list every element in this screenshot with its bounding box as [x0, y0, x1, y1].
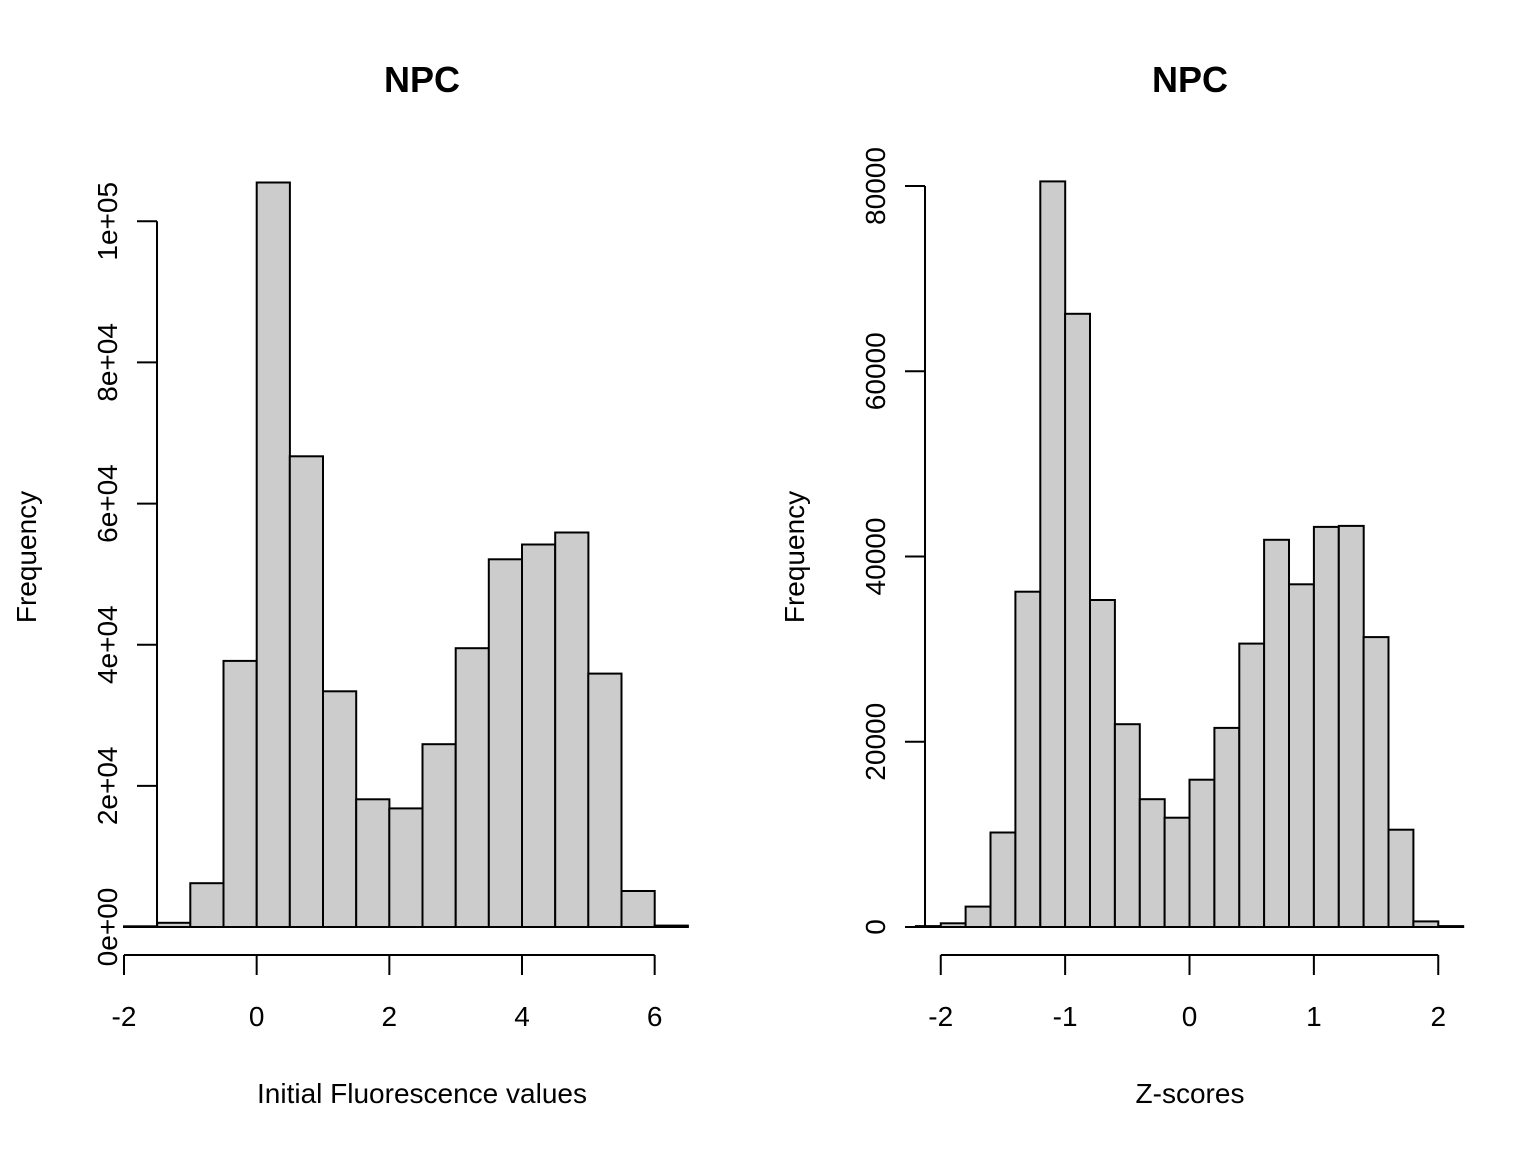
histogram-bar — [1014, 590, 1042, 928]
histogram-bar — [1412, 920, 1440, 929]
y-tick-label: 40000 — [860, 518, 891, 596]
y-tick-label: 4e+04 — [92, 605, 123, 684]
x-tick-label: 1 — [1306, 1001, 1322, 1032]
histogram-bar — [1387, 828, 1415, 929]
y-tick-label: 60000 — [860, 332, 891, 410]
x-tick-label: 4 — [514, 1001, 530, 1032]
histogram-z-scores: NPC Z-scores Frequency -2 -1 0 1 2 0 20000 400… — [779, 59, 1465, 1109]
histogram-bar — [1188, 778, 1216, 929]
histogram-bar — [322, 690, 358, 928]
bar-group — [123, 181, 689, 929]
histogram-bar — [1362, 636, 1390, 928]
x-tick-label: 6 — [647, 1001, 663, 1032]
histogram-bar — [1163, 816, 1191, 929]
y-axis-label: Frequency — [779, 491, 810, 623]
x-tick-label: -1 — [1053, 1001, 1078, 1032]
histogram-bar — [521, 543, 557, 928]
y-tick-label: 20000 — [860, 703, 891, 781]
histogram-bar — [554, 531, 590, 928]
histogram-bar — [1337, 524, 1365, 929]
y-tick-label: 0 — [860, 919, 891, 935]
histogram-initial-fluorescence: NPC Initial Fluorescence values Frequenc… — [11, 59, 689, 1109]
histogram-bar — [1039, 180, 1067, 928]
y-tick-label: 2e+04 — [92, 747, 123, 826]
histogram-bar — [222, 659, 258, 929]
histogram-bar — [1437, 925, 1465, 928]
histogram-bar — [939, 922, 967, 928]
histogram-bar — [653, 924, 689, 928]
histogram-bar — [1213, 726, 1241, 929]
x-tick-label: 2 — [382, 1001, 398, 1032]
y-tick-label: 80000 — [860, 147, 891, 225]
histogram-bar — [189, 882, 225, 929]
x-tick-label: 0 — [249, 1001, 265, 1032]
y-tick-label: 0e+00 — [92, 888, 123, 967]
histogram-bar — [1113, 723, 1141, 929]
y-tick-label: 8e+04 — [92, 323, 123, 402]
histogram-bar — [1312, 525, 1340, 929]
histogram-bar — [388, 807, 424, 929]
histogram-bar — [156, 921, 192, 928]
y-axis-label: Frequency — [11, 491, 42, 623]
y-tick-label: 6e+04 — [92, 464, 123, 543]
histogram-bar — [1238, 642, 1266, 928]
bar-group — [914, 180, 1465, 929]
y-axis: 0e+00 2e+04 4e+04 6e+04 8e+04 1e+05 — [92, 182, 158, 967]
histogram-bar — [454, 647, 490, 928]
histogram-bar — [355, 798, 391, 928]
y-tick-label: 1e+05 — [92, 182, 123, 261]
histogram-bar — [989, 831, 1017, 928]
histogram-bar — [255, 181, 291, 928]
histogram-bar — [421, 743, 457, 929]
histogram-bar — [620, 890, 656, 928]
histogram-bar — [587, 672, 623, 928]
x-axis-label: Initial Fluorescence values — [257, 1078, 587, 1109]
histogram-bar — [1089, 599, 1116, 928]
chart-title: NPC — [384, 59, 460, 100]
x-tick-label: -2 — [112, 1001, 137, 1032]
chart-title: NPC — [1152, 59, 1228, 100]
histogram-bar — [1288, 583, 1315, 928]
x-axis: -2 0 2 4 6 — [112, 954, 663, 1032]
histogram-bar — [1263, 538, 1290, 928]
histogram-bar — [964, 905, 992, 928]
x-axis-label: Z-scores — [1136, 1078, 1245, 1109]
x-axis: -2 -1 0 1 2 — [928, 954, 1446, 1032]
histogram-bar — [288, 455, 324, 928]
x-tick-label: -2 — [928, 1001, 953, 1032]
x-tick-label: 2 — [1430, 1001, 1446, 1032]
histogram-bar — [1064, 312, 1091, 928]
y-axis: 0 20000 40000 60000 80000 — [860, 147, 926, 935]
histogram-bar — [487, 558, 523, 928]
histogram-bar — [1138, 798, 1166, 929]
x-tick-label: 0 — [1182, 1001, 1198, 1032]
